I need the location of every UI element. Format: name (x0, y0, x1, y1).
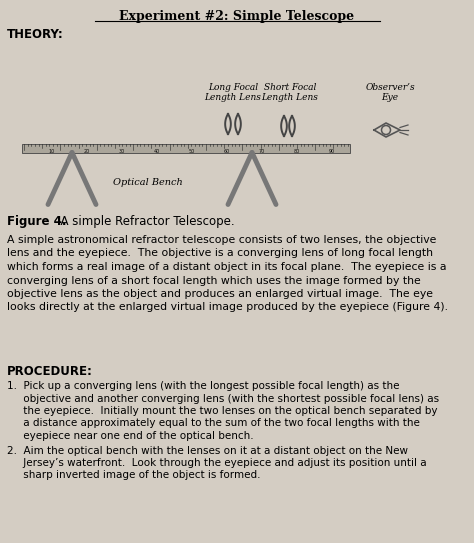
Text: Observer’s
Eye: Observer’s Eye (365, 83, 415, 103)
Text: A simple astronomical refractor telescope consists of two lenses, the objective: A simple astronomical refractor telescop… (7, 235, 437, 245)
Text: objective lens as the object and produces an enlarged virtual image.  The eye: objective lens as the object and produce… (7, 289, 433, 299)
Text: 10: 10 (49, 149, 55, 154)
Text: PROCEDURE:: PROCEDURE: (7, 365, 93, 378)
Text: sharp inverted image of the object is formed.: sharp inverted image of the object is fo… (7, 470, 261, 481)
Text: 2.  Aim the optical bench with the lenses on it at a distant object on the New: 2. Aim the optical bench with the lenses… (7, 445, 408, 456)
Text: Long Focal
Length Lens: Long Focal Length Lens (205, 83, 262, 103)
Text: the eyepiece.  Initially mount the two lenses on the optical bench separated by: the eyepiece. Initially mount the two le… (7, 406, 438, 416)
Text: Short Focal
Length Lens: Short Focal Length Lens (262, 83, 319, 103)
Text: eyepiece near one end of the optical bench.: eyepiece near one end of the optical ben… (7, 431, 254, 441)
Text: 60: 60 (224, 149, 230, 154)
Text: Optical Bench: Optical Bench (113, 178, 183, 187)
Text: 30: 30 (119, 149, 125, 154)
Text: 40: 40 (154, 149, 160, 154)
Text: looks directly at the enlarged virtual image produced by the eyepiece (Figure 4): looks directly at the enlarged virtual i… (7, 302, 448, 313)
Text: converging lens of a short focal length which uses the image formed by the: converging lens of a short focal length … (7, 275, 421, 286)
Text: Experiment #2: Simple Telescope: Experiment #2: Simple Telescope (119, 10, 355, 23)
Text: Jersey’s waterfront.  Look through the eyepiece and adjust its position until a: Jersey’s waterfront. Look through the ey… (7, 458, 427, 468)
Text: 90: 90 (329, 149, 335, 154)
Text: lens and the eyepiece.  The objective is a converging lens of long focal length: lens and the eyepiece. The objective is … (7, 249, 433, 258)
Text: 20: 20 (84, 149, 90, 154)
Text: objective and another converging lens (with the shortest possible focal lens) as: objective and another converging lens (w… (7, 394, 439, 403)
Text: which forms a real image of a distant object in its focal plane.  The eyepiece i: which forms a real image of a distant ob… (7, 262, 447, 272)
Text: a distance approximately equal to the sum of the two focal lengths with the: a distance approximately equal to the su… (7, 419, 420, 428)
Text: A simple Refractor Telescope.: A simple Refractor Telescope. (53, 215, 235, 228)
Text: 70: 70 (259, 149, 265, 154)
FancyBboxPatch shape (22, 143, 350, 153)
Text: Figure 4.: Figure 4. (7, 215, 66, 228)
Text: 80: 80 (294, 149, 300, 154)
Text: 1.  Pick up a converging lens (with the longest possible focal length) as the: 1. Pick up a converging lens (with the l… (7, 381, 400, 391)
Text: THEORY:: THEORY: (7, 28, 64, 41)
Text: 50: 50 (189, 149, 195, 154)
